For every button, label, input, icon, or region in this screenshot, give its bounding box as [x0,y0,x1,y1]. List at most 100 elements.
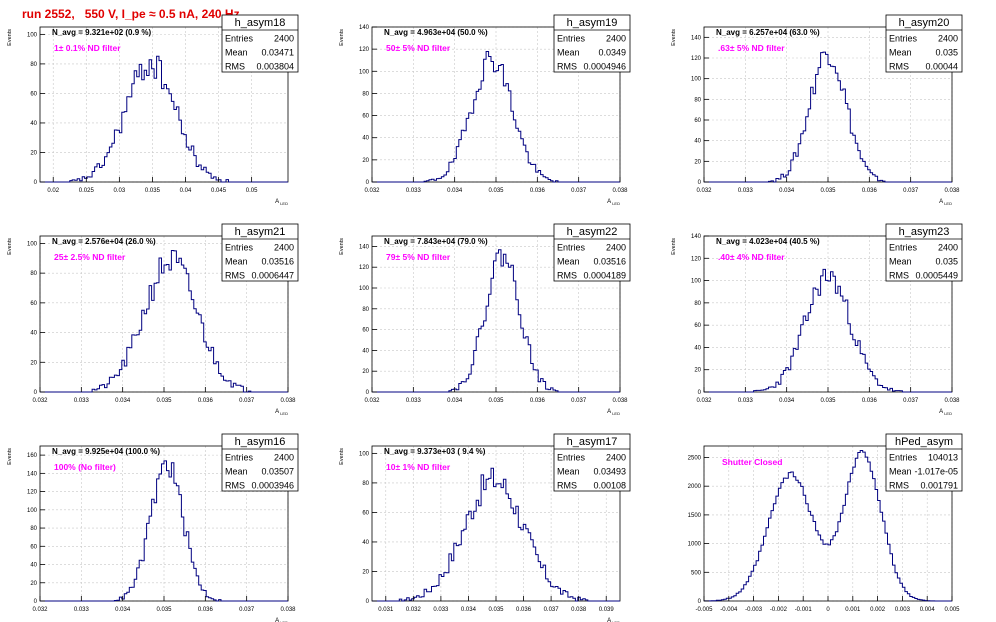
stat-name-mean: Mean [557,257,580,267]
y-axis-label: Events [7,238,13,255]
stats-box-title: h_asym18 [235,17,286,29]
x-tick-label: 0.025 [79,188,95,194]
x-tick-label: 0.038 [280,607,296,613]
stat-name-mean: Mean [225,467,248,477]
stat-name-rms: RMS [225,481,245,491]
x-tick-label: 0.036 [862,398,878,404]
stats-box [553,14,631,73]
stats-box-title: h_asym22 [567,226,618,238]
x-tick-label: 0.035 [488,188,504,194]
x-tick-label: 0.02 [47,188,59,194]
stat-value-entries: 2400 [274,34,294,44]
stat-value-entries: 2400 [938,34,958,44]
stat-value-mean: 0.035 [935,257,958,267]
y-tick-label: 100 [359,69,370,75]
x-tick-label: 0.033 [738,188,754,194]
panel-h_asym20: 0.032 0.033 0.034 0.035 0.036 0.037 0.038 0 20 40… [671,14,963,206]
x-tick-label: 0.033 [406,398,422,404]
stats-box [885,433,963,492]
y-axis-label: Events [671,29,677,46]
y-tick-label: 80 [30,526,37,532]
stats-box [221,14,299,73]
stats-box [221,433,299,492]
filter-label: 79± 5% ND filter [386,252,451,262]
navg-title: N_avg = 6.257e+04 (63.0 %) [716,28,820,37]
stats-box-title: h_asym21 [235,226,286,238]
y-tick-label: 0 [698,599,702,605]
stat-value-entries: 2400 [606,453,626,463]
y-tick-label: 20 [362,158,369,164]
x-tick-label: 0.035 [156,398,172,404]
y-tick-label: 160 [27,453,38,459]
stat-name-mean: Mean [225,257,248,267]
x-tick-label: 0.039 [599,607,615,613]
stat-name-mean: Mean [225,48,248,58]
filter-label: 1± 0.1% ND filter [54,43,121,53]
y-tick-label: 120 [359,47,370,53]
y-tick-label: 100 [359,451,370,457]
navg-title: N_avg = 2.576e+04 (26.0 %) [52,237,156,246]
x-tick-label: 0.038 [280,398,296,404]
x-tick-label: 0.038 [944,398,960,404]
y-tick-label: 100 [27,32,38,38]
x-tick-label: 0.032 [32,398,48,404]
filter-label: Shutter Closed [722,457,782,467]
x-tick-label: -0.004 [720,607,738,613]
y-tick-label: 80 [694,97,701,103]
x-tick-label: 0.032 [696,398,712,404]
x-tick-label: 0.04 [180,188,192,194]
y-tick-label: 40 [30,121,37,127]
histogram-h_asym16 [40,460,288,602]
y-tick-label: 20 [694,159,701,165]
stat-name-entries: Entries [889,34,918,44]
stat-value-mean: 0.0349 [598,48,626,58]
x-tick-label: 0.032 [32,607,48,613]
y-axis-label: Events [339,29,345,46]
y-tick-label: 120 [691,256,702,262]
x-tick-label: 0.035 [156,607,172,613]
navg-title: N_avg = 9.373e+03 ( 9.4 %) [384,447,486,456]
x-tick-label: -0.002 [770,607,788,613]
x-tick-label: 0.034 [447,188,463,194]
stat-value-entries: 2400 [606,34,626,44]
x-tick-label: 0.036 [198,607,214,613]
y-tick-label: 2000 [688,484,702,490]
y-tick-label: 40 [694,139,701,145]
histogram-h_asym23 [704,268,952,393]
y-tick-label: 120 [691,56,702,62]
panel-h_asym18: 0.02 0.025 0.03 0.035 0.04 0.045 0.05 0 20 40 60 80… [7,14,299,206]
x-tick-label: 0.004 [920,607,936,613]
stats-box-title: h_asym20 [899,17,950,29]
panel-h_asym19: 0.032 0.033 0.034 0.035 0.036 0.037 0.038 0 20 40… [339,14,631,206]
y-tick-label: 20 [30,360,37,366]
stat-value-mean: 0.03516 [261,257,294,267]
histogram-h_asym21 [40,250,288,393]
stat-name-rms: RMS [889,62,909,72]
plot-frame [39,26,289,183]
y-tick-label: 0 [698,390,702,396]
stat-name-entries: Entries [225,453,254,463]
y-axis-label: Events [339,238,345,255]
x-tick-label: 0.038 [944,188,960,194]
y-tick-label: 60 [694,323,701,329]
y-tick-label: 80 [30,271,37,277]
stat-value-rms: 0.001791 [920,481,958,491]
stats-box [885,14,963,73]
x-tick-label: 0.036 [530,188,546,194]
x-tick-label: 0.036 [516,607,532,613]
y-tick-label: 60 [362,114,369,120]
filter-label: 100% (No filter) [54,462,116,472]
x-tick-label: 0.037 [903,188,919,194]
y-tick-label: 40 [30,563,37,569]
y-tick-label: 60 [30,301,37,307]
y-tick-label: 40 [694,345,701,351]
x-tick-label: 0.034 [461,607,477,613]
x-tick-label: 0.005 [944,607,960,613]
stat-value-entries: 2400 [938,243,958,253]
stat-value-entries: 2400 [274,453,294,463]
stat-name-mean: Mean [889,257,912,267]
x-tick-label: 0.05 [246,188,258,194]
x-axis-label: A LED [275,199,288,206]
y-tick-label: 80 [30,62,37,68]
